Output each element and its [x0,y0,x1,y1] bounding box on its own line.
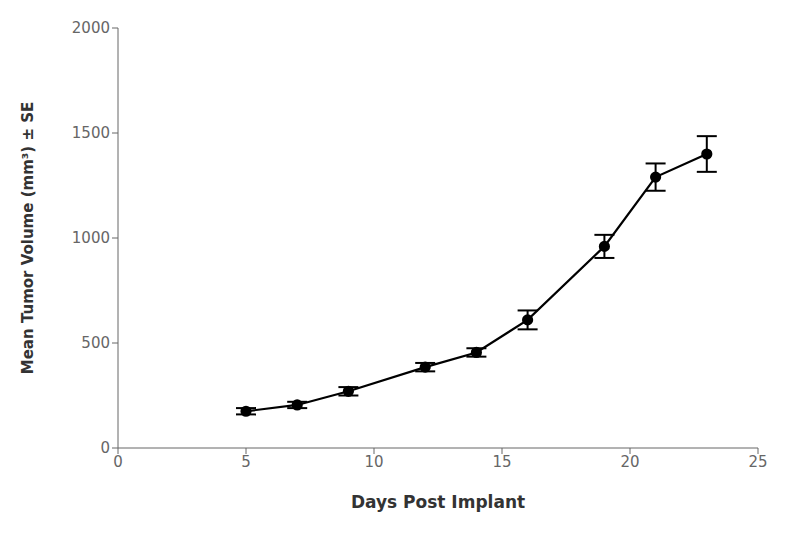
svg-text:Days Post Implant: Days Post Implant [351,492,525,512]
svg-text:0: 0 [100,439,110,457]
svg-text:20: 20 [620,453,639,471]
svg-text:1500: 1500 [72,124,110,142]
svg-text:500: 500 [81,334,110,352]
svg-text:1000: 1000 [72,229,110,247]
svg-text:5: 5 [241,453,251,471]
svg-text:10: 10 [364,453,383,471]
svg-text:25: 25 [748,453,767,471]
svg-text:0: 0 [113,453,123,471]
svg-text:15: 15 [492,453,511,471]
svg-text:Mean Tumor Volume (mm³) ± SE: Mean Tumor Volume (mm³) ± SE [19,102,37,374]
svg-text:2000: 2000 [72,19,110,37]
